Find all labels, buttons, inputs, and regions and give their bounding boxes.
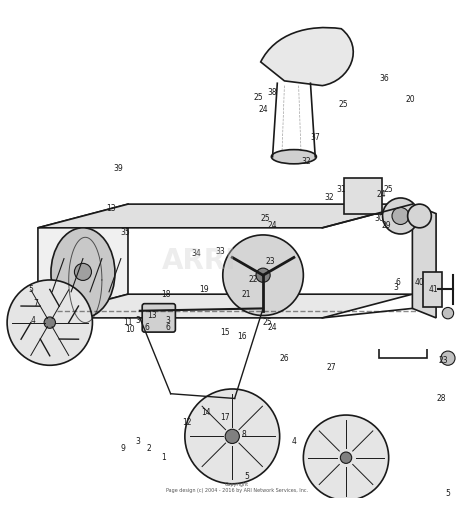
PathPatch shape	[38, 204, 128, 318]
FancyBboxPatch shape	[344, 178, 382, 213]
Text: 22: 22	[249, 276, 258, 284]
Text: 34: 34	[192, 250, 201, 258]
Text: 16: 16	[237, 333, 246, 341]
Text: 41: 41	[429, 285, 438, 294]
Text: ARRI: ARRI	[162, 247, 237, 275]
Text: 2: 2	[147, 444, 152, 453]
Text: 30: 30	[374, 214, 384, 223]
Circle shape	[340, 452, 352, 464]
Text: 10: 10	[126, 325, 135, 334]
PathPatch shape	[38, 204, 412, 228]
Text: 1: 1	[161, 453, 166, 462]
Text: 25: 25	[254, 93, 263, 102]
Text: 24: 24	[268, 221, 277, 230]
Text: 26: 26	[280, 354, 289, 363]
Circle shape	[303, 415, 389, 501]
Text: 20: 20	[405, 96, 415, 104]
Text: 27: 27	[327, 363, 337, 372]
PathPatch shape	[38, 294, 412, 318]
Text: 37: 37	[310, 133, 320, 143]
PathPatch shape	[261, 28, 353, 86]
Text: 18: 18	[161, 290, 171, 299]
Ellipse shape	[51, 228, 115, 318]
Text: 6: 6	[145, 323, 149, 332]
Text: 29: 29	[382, 221, 391, 230]
Text: 17: 17	[220, 413, 230, 422]
Text: 39: 39	[114, 164, 123, 173]
Text: 3: 3	[135, 316, 140, 325]
Text: 32: 32	[325, 193, 334, 201]
Text: 12: 12	[182, 418, 192, 426]
PathPatch shape	[412, 204, 436, 318]
Circle shape	[442, 307, 454, 319]
Text: 33: 33	[216, 247, 225, 256]
Text: 5: 5	[244, 472, 249, 481]
Text: 31: 31	[337, 185, 346, 194]
FancyBboxPatch shape	[142, 304, 175, 332]
Text: Copyright
Page design (c) 2004 - 2016 by ARI Network Services, Inc.: Copyright Page design (c) 2004 - 2016 by…	[166, 482, 308, 493]
Circle shape	[44, 317, 55, 328]
Text: 14: 14	[201, 408, 211, 417]
Text: 38: 38	[268, 88, 277, 97]
Text: 7: 7	[33, 299, 38, 308]
Circle shape	[74, 264, 91, 280]
Text: 25: 25	[261, 214, 270, 223]
Text: 13: 13	[107, 204, 116, 213]
Text: 11: 11	[123, 318, 133, 327]
Circle shape	[408, 204, 431, 228]
Text: 21: 21	[242, 290, 251, 299]
Text: 25: 25	[384, 185, 393, 194]
Text: 3: 3	[393, 282, 398, 292]
Text: 6: 6	[166, 323, 171, 332]
Text: 32: 32	[301, 157, 310, 166]
Text: 40: 40	[415, 278, 424, 287]
Text: 13: 13	[147, 311, 156, 320]
Text: 23: 23	[265, 256, 275, 266]
Ellipse shape	[271, 150, 316, 164]
Text: 36: 36	[379, 74, 389, 83]
Text: 25: 25	[263, 318, 273, 327]
Text: 5: 5	[28, 285, 33, 294]
Circle shape	[225, 429, 239, 444]
Text: 3: 3	[166, 316, 171, 325]
Text: 8: 8	[242, 430, 246, 438]
Text: 24: 24	[268, 323, 277, 332]
Circle shape	[441, 351, 455, 365]
Circle shape	[383, 198, 419, 234]
Text: 24: 24	[377, 190, 386, 199]
Text: 3: 3	[135, 436, 140, 446]
Text: 6: 6	[396, 278, 401, 287]
Circle shape	[185, 389, 280, 484]
Text: 35: 35	[121, 228, 130, 237]
Text: 4: 4	[31, 316, 36, 325]
Circle shape	[256, 268, 270, 282]
Circle shape	[392, 207, 409, 224]
Circle shape	[223, 235, 303, 315]
Text: 4: 4	[292, 436, 296, 446]
Text: 9: 9	[121, 444, 126, 453]
Text: 24: 24	[258, 105, 268, 114]
Text: 23: 23	[438, 356, 448, 365]
Text: 15: 15	[220, 328, 230, 337]
Text: 25: 25	[339, 100, 348, 109]
FancyBboxPatch shape	[423, 272, 442, 307]
Text: 28: 28	[436, 394, 446, 403]
Text: 19: 19	[199, 285, 209, 294]
Circle shape	[7, 280, 92, 365]
Text: 5: 5	[446, 489, 450, 498]
